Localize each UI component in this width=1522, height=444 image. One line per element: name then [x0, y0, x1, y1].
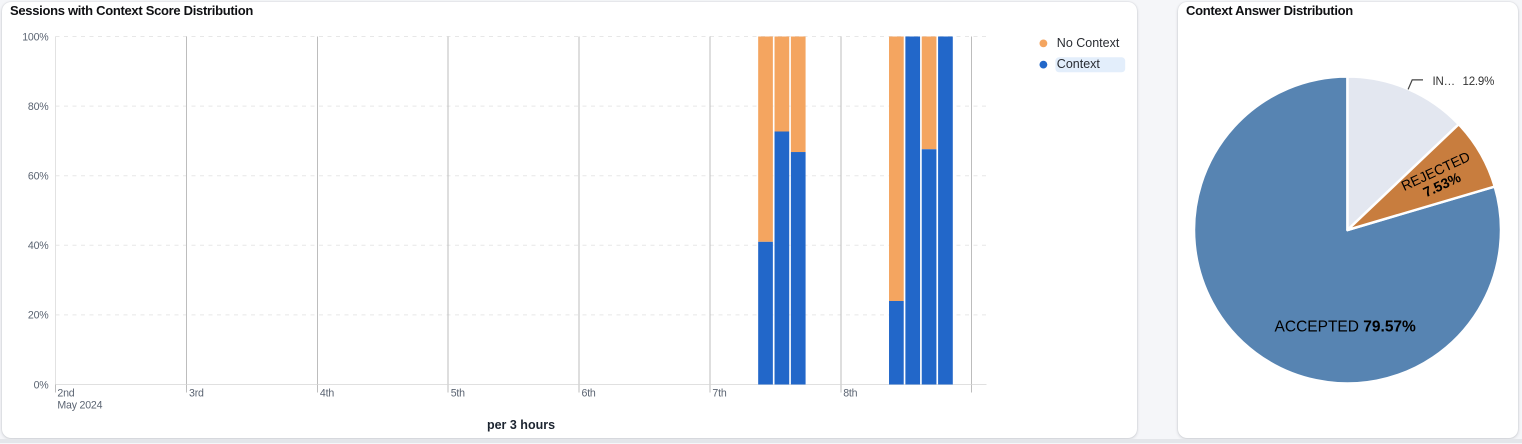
svg-text:ACCEPTED 79.57%: ACCEPTED 79.57% — [1274, 319, 1416, 336]
svg-text:60%: 60% — [28, 171, 49, 183]
svg-text:7th: 7th — [712, 388, 726, 400]
svg-text:IN…: IN… — [1432, 76, 1454, 88]
svg-text:40%: 40% — [28, 240, 49, 252]
svg-text:5th: 5th — [451, 388, 465, 400]
svg-text:12.9%: 12.9% — [1462, 76, 1494, 88]
svg-text:per 3 hours: per 3 hours — [487, 418, 555, 432]
svg-text:2nd: 2nd — [57, 388, 74, 400]
svg-text:4th: 4th — [320, 388, 334, 400]
svg-text:100%: 100% — [22, 31, 49, 43]
svg-text:No Context: No Context — [1057, 36, 1120, 50]
svg-text:20%: 20% — [28, 310, 49, 322]
svg-text:6th: 6th — [582, 388, 596, 400]
svg-text:3rd: 3rd — [189, 388, 204, 400]
svg-text:May 2024: May 2024 — [57, 400, 102, 412]
svg-text:0%: 0% — [34, 379, 50, 391]
svg-text:Context: Context — [1057, 57, 1101, 71]
svg-text:8th: 8th — [843, 388, 857, 400]
svg-text:80%: 80% — [28, 101, 49, 113]
